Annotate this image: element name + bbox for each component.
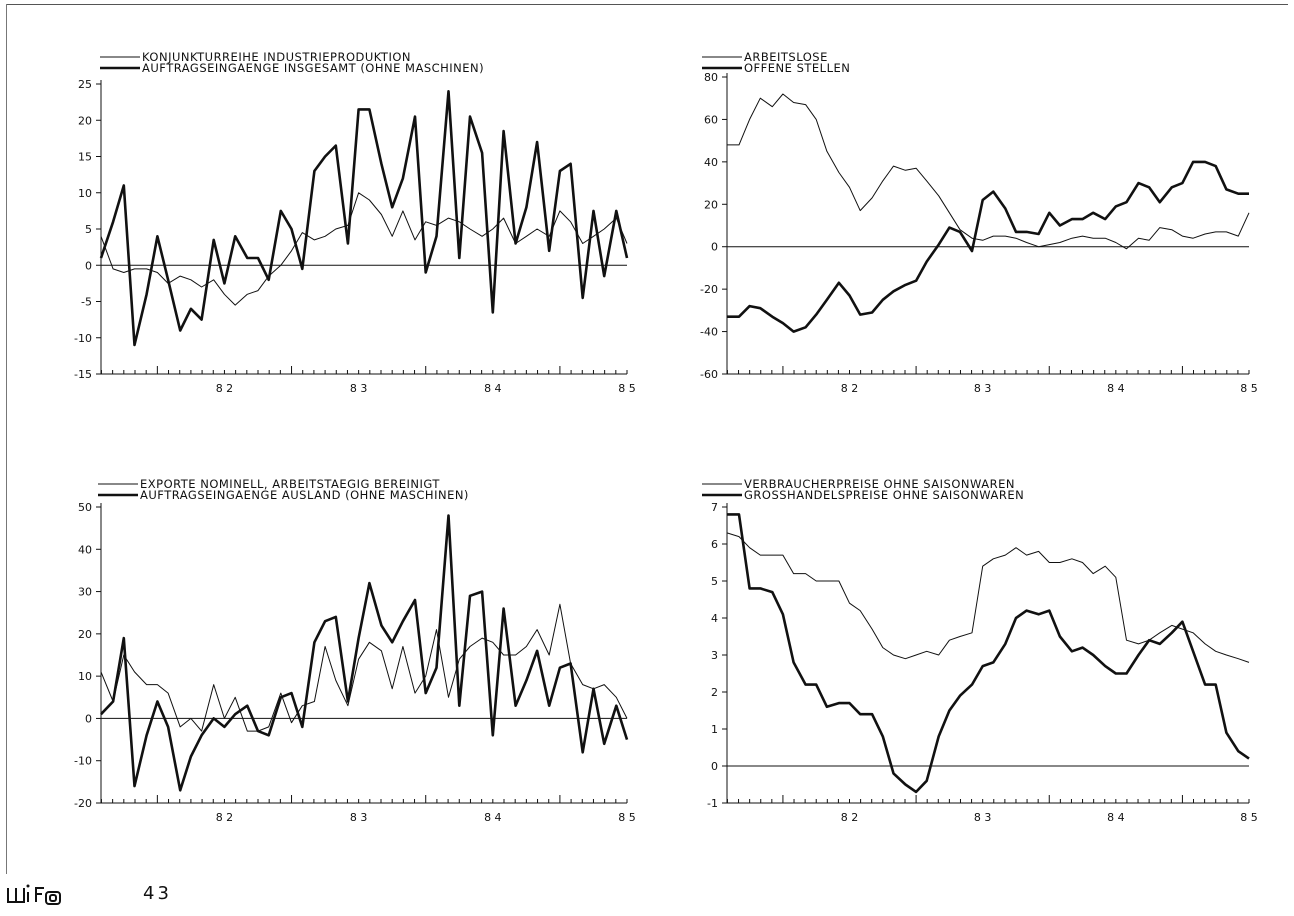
y-tick-label: 20: [78, 114, 92, 127]
y-tick-label: 0: [85, 712, 92, 725]
y-tick-label: 4: [711, 612, 718, 625]
x-tick-label: 8 3: [350, 382, 368, 395]
y-tick-label: 6: [711, 538, 718, 551]
series-line-2: [727, 513, 1250, 794]
y-tick-label: 1: [711, 723, 718, 736]
legend-label: AUFTRAGSEINGAENGE INSGESAMT (OHNE MASCHI…: [142, 61, 484, 75]
y-tick-label: 3: [711, 649, 718, 662]
y-tick-label: 15: [78, 151, 92, 164]
y-tick-label: 30: [78, 586, 92, 599]
y-tick-label: 0: [711, 241, 718, 254]
y-tick-label: 60: [704, 113, 718, 126]
legend-label: KONJUNKTURREIHE INDUSTRIEPRODUKTION: [142, 50, 411, 64]
y-tick-label: -40: [700, 326, 718, 339]
y-tick-label: -20: [74, 797, 92, 810]
x-tick-label: 8 5: [1240, 811, 1258, 824]
y-tick-label: 20: [78, 628, 92, 641]
x-tick-label: 8 2: [216, 382, 234, 395]
page-frame: [6, 4, 1288, 912]
y-tick-label: 0: [85, 259, 92, 272]
y-tick-label: 5: [85, 223, 92, 236]
legend-label: AUFTRAGSEINGAENGE AUSLAND (OHNE MASCHINE…: [140, 488, 469, 502]
y-tick-label: -60: [700, 368, 718, 381]
series-line-2: [727, 160, 1249, 333]
x-tick-label: 8 4: [484, 811, 502, 824]
y-tick-label: 10: [78, 670, 92, 683]
x-tick-label: 8 4: [484, 382, 502, 395]
series-line-1: [727, 93, 1250, 250]
x-tick-label: 8 4: [1107, 811, 1125, 824]
series-line-1: [100, 192, 628, 306]
y-tick-label: -1: [707, 797, 718, 810]
series-line-1: [100, 603, 628, 732]
series-line-2: [100, 514, 629, 792]
y-tick-label: 7: [711, 501, 718, 514]
y-tick-label: -10: [74, 332, 92, 345]
y-tick-label: -15: [74, 368, 92, 381]
legend-label: GROSSHANDELSPREISE OHNE SAISONWAREN: [744, 488, 1024, 502]
y-tick-label: 10: [78, 187, 92, 200]
x-tick-label: 8 2: [216, 811, 234, 824]
y-tick-label: 5: [711, 575, 718, 588]
x-tick-label: 8 5: [618, 811, 636, 824]
y-tick-label: 40: [704, 156, 718, 169]
series-line-1: [726, 532, 1250, 663]
legend-label: EXPORTE NOMINELL, ARBEITSTAEGIG BEREINIG…: [140, 477, 440, 491]
page-number: 43: [143, 883, 172, 904]
x-tick-label: 8 5: [618, 382, 636, 395]
y-tick-label: 25: [78, 78, 92, 91]
legend-label: OFFENE STELLEN: [744, 61, 850, 75]
y-tick-label: 2: [711, 686, 718, 699]
x-tick-label: 8 3: [350, 811, 368, 824]
y-tick-label: -10: [74, 755, 92, 768]
frame-left-edge: [6, 4, 7, 874]
y-tick-label: 80: [704, 71, 718, 84]
y-tick-label: 20: [704, 198, 718, 211]
x-tick-label: 8 4: [1107, 382, 1125, 395]
x-tick-label: 8 5: [1240, 382, 1258, 395]
x-tick-label: 8 2: [841, 382, 859, 395]
y-tick-label: -5: [81, 296, 92, 309]
legend-label: ARBEITSLOSE: [744, 50, 828, 64]
wifo-logo-icon: [7, 884, 61, 905]
y-tick-label: -20: [700, 283, 718, 296]
x-tick-label: 8 3: [974, 811, 992, 824]
series-line-2: [99, 90, 629, 347]
frame-top-edge: [6, 4, 1288, 5]
legend-label: VERBRAUCHERPREISE OHNE SAISONWAREN: [744, 477, 1015, 491]
x-tick-label: 8 3: [974, 382, 992, 395]
x-tick-label: 8 2: [841, 811, 859, 824]
y-tick-label: 0: [711, 760, 718, 773]
y-tick-label: 40: [78, 543, 92, 556]
y-tick-label: 50: [78, 501, 92, 514]
